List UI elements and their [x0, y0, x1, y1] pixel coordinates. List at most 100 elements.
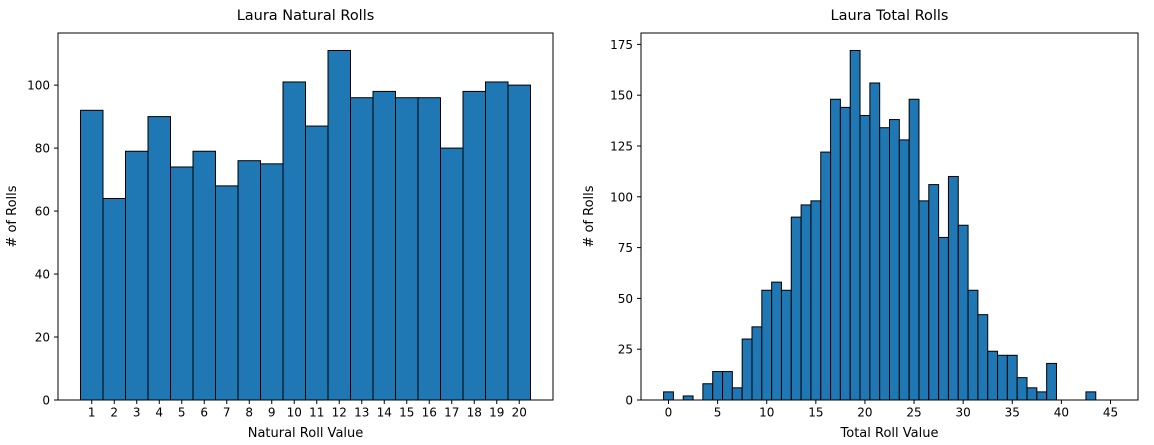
y-tick-label: 100	[27, 79, 50, 93]
histogram-bar	[417, 97, 441, 401]
x-tick-label: 15	[808, 406, 823, 420]
x-tick-label: 45	[1103, 406, 1118, 420]
plot-border	[640, 32, 1139, 401]
histogram-bar	[712, 371, 724, 401]
histogram-bar	[780, 289, 792, 401]
histogram-bar	[947, 175, 959, 401]
histogram-bar	[800, 204, 812, 401]
histogram-bar	[741, 338, 753, 401]
y-tick-label: 60	[35, 205, 50, 219]
x-tick-label: 19	[489, 406, 504, 420]
x-tick-label: 16	[422, 406, 437, 420]
y-tick-label: 80	[35, 142, 50, 156]
x-tick-label: 40	[1054, 406, 1069, 420]
x-tick-label: 13	[354, 406, 369, 420]
x-axis-label: Natural Roll Value	[248, 426, 364, 441]
x-tick-label: 5	[178, 406, 186, 420]
x-tick-label: 14	[377, 406, 392, 420]
histogram-bar	[967, 289, 979, 401]
x-tick-label: 9	[268, 406, 276, 420]
histogram-bar	[1085, 391, 1097, 401]
x-tick-label: 11	[309, 406, 324, 420]
histogram-bar	[663, 391, 674, 401]
histogram-bar	[1016, 377, 1028, 401]
histogram-bar	[918, 200, 930, 401]
histogram-bar	[987, 350, 999, 401]
y-tick-label: 0	[42, 394, 50, 408]
histogram-bar	[215, 185, 239, 401]
histogram-bar	[957, 224, 969, 401]
histogram-bar	[102, 197, 126, 401]
histogram-bar	[462, 90, 486, 401]
histogram-bar	[282, 81, 306, 401]
histogram-bar	[849, 49, 861, 401]
y-tick-label: 125	[610, 139, 633, 153]
histogram-bar	[485, 81, 509, 401]
chart-title: Laura Total Rolls	[831, 8, 949, 24]
histogram-bar	[237, 160, 261, 401]
x-tick-label: 15	[399, 406, 414, 420]
histogram-bar	[440, 147, 464, 401]
x-tick-label: 7	[223, 406, 231, 420]
histogram-bar	[938, 236, 949, 401]
histogram-bar	[80, 109, 104, 401]
y-axis-label: # of Rolls	[582, 185, 597, 247]
x-tick-label: 8	[245, 406, 253, 420]
histogram-bar	[1036, 391, 1048, 401]
x-tick-label: 2	[110, 406, 118, 420]
y-tick-label: 0	[625, 394, 633, 408]
x-tick-label: 18	[467, 406, 482, 420]
histogram-bar	[260, 163, 284, 401]
x-tick-label: 4	[155, 406, 163, 420]
x-tick-label: 20	[512, 406, 527, 420]
x-tick-label: 17	[444, 406, 459, 420]
histogram-bar	[192, 150, 216, 401]
histogram-bar	[830, 98, 841, 401]
y-tick-label: 175	[610, 38, 633, 52]
histogram-bar	[908, 98, 920, 401]
x-tick-label: 10	[759, 406, 774, 420]
histogram-bar	[761, 289, 773, 401]
histogram-bar	[170, 166, 194, 401]
histogram-bar	[305, 125, 329, 401]
y-tick-label: 50	[618, 292, 633, 306]
x-tick-label: 5	[714, 406, 722, 420]
histogram-bar	[372, 90, 396, 401]
y-tick-label: 40	[35, 268, 50, 282]
histogram-bar	[879, 127, 890, 401]
histogram-bar	[928, 184, 940, 401]
histogram-bar	[702, 383, 714, 401]
histogram-bar	[731, 387, 743, 401]
histogram-bar	[771, 281, 782, 401]
histogram-bar	[507, 84, 531, 401]
histogram-bar	[869, 82, 881, 401]
y-tick-label: 100	[610, 190, 633, 204]
x-axis-label: Total Roll Value	[840, 426, 939, 441]
histogram-bar	[997, 354, 1008, 401]
natural-rolls-histogram: 1 2 3 4 5 6 7 8 9 10 11 12 13 14 15 16 17 18 19 20020406080…	[5, 8, 554, 441]
histogram-bar	[682, 395, 694, 401]
x-tick-label: 1	[88, 406, 96, 420]
x-tick-label: 6	[200, 406, 208, 420]
x-tick-label: 10	[287, 406, 302, 420]
x-tick-label: 0	[665, 406, 673, 420]
histogram-bar	[147, 116, 171, 401]
y-tick-label: 150	[610, 89, 633, 103]
histogram-bar	[350, 97, 374, 401]
chart-natural-rolls: 1 2 3 4 5 6 7 8 9 10 11 12 13 14 15 16 17 18 19 20 0 20 40 60 80…	[5, 8, 554, 441]
histogram-bar	[1026, 387, 1038, 401]
x-tick-label: 35	[1005, 406, 1020, 420]
y-tick-label: 75	[618, 241, 633, 255]
histogram-bar	[722, 371, 733, 401]
chart-total-rolls: 0 5 10 15 20 25 30 35 40 45 0 25 50 75 100 125 150 175 Lau…	[577, 0, 1154, 445]
y-tick-label: 20	[35, 331, 50, 345]
total-rolls-histogram: 0 5 10 15 20 25 30 35 40 45 0 25 50 75 100 125 150 175 Lau…	[582, 8, 1139, 441]
plot-border	[57, 32, 554, 401]
x-tick-label: 30	[956, 406, 971, 420]
histogram-bar	[898, 139, 910, 401]
histogram-bar	[839, 106, 851, 401]
x-tick-label: 3	[133, 406, 141, 420]
histogram-bar	[820, 151, 832, 401]
histogram-bar	[810, 200, 822, 401]
